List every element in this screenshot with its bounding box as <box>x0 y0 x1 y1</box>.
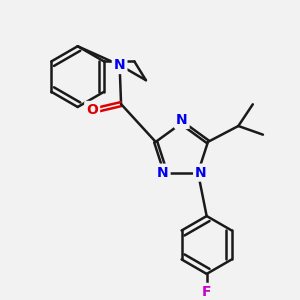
Text: F: F <box>202 285 211 299</box>
Text: N: N <box>157 166 169 180</box>
Text: O: O <box>86 103 98 117</box>
Text: N: N <box>195 166 207 180</box>
Text: N: N <box>176 113 188 127</box>
Text: N: N <box>114 58 125 72</box>
